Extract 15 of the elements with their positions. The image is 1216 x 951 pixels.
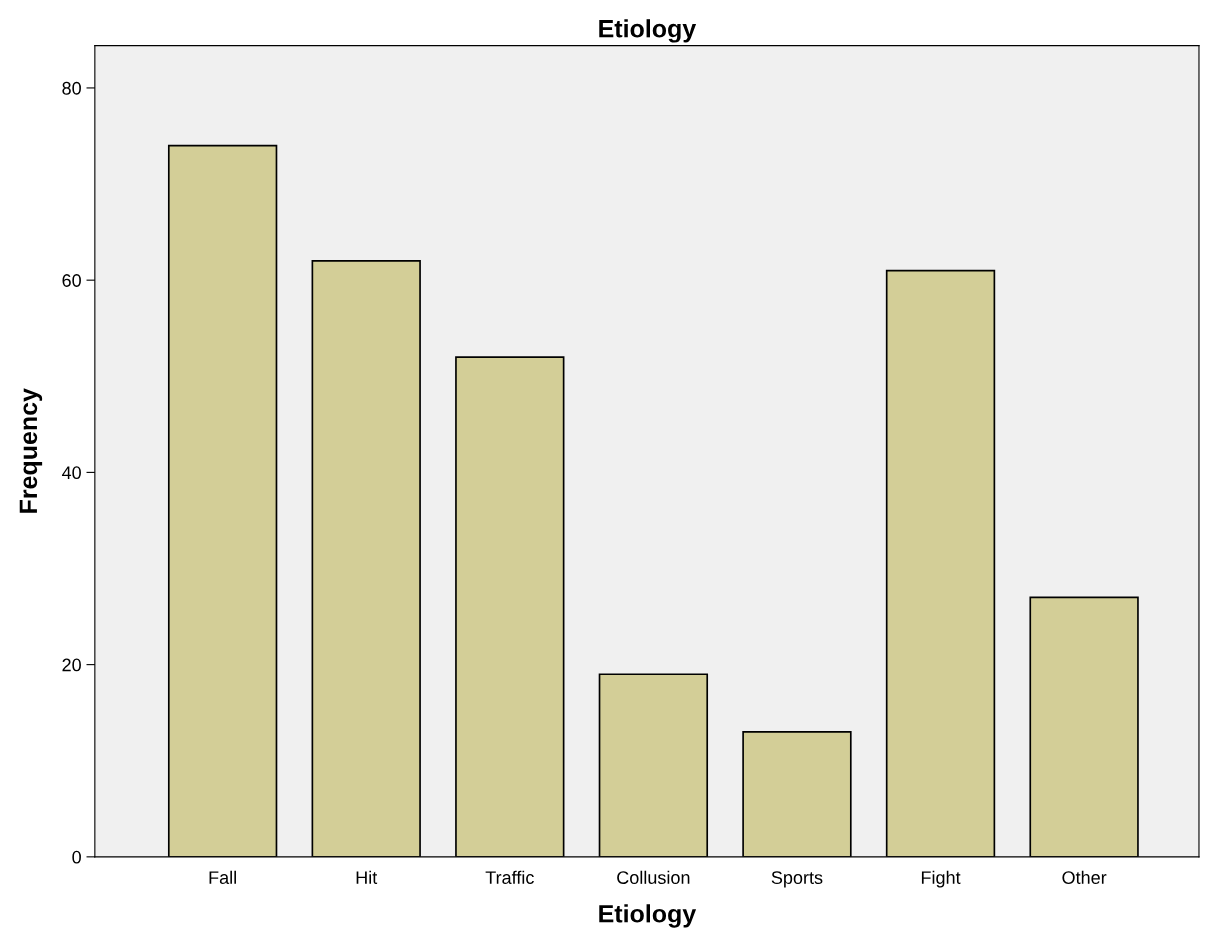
y-tick-label: 20 — [62, 658, 81, 672]
x-tick-label: Collusion — [617, 870, 690, 884]
y-tick-label: 60 — [62, 274, 81, 287]
x-axis-title: Etiology — [599, 904, 697, 928]
x-tick-label: Hit — [356, 870, 378, 884]
x-tick-label: Sports — [771, 871, 823, 888]
x-tick-label: Traffic — [485, 870, 534, 884]
chart-title: Etiology — [599, 19, 697, 43]
y-tick-label: 0 — [72, 850, 81, 864]
x-tick-label: Fall — [209, 870, 236, 884]
y-tick-label: 80 — [62, 81, 81, 95]
y-axis-title: Frequency — [19, 388, 43, 513]
x-tick-label: Other — [1062, 870, 1107, 884]
y-tick-label: 40 — [61, 466, 81, 480]
x-tick-label: Fight — [921, 870, 961, 888]
